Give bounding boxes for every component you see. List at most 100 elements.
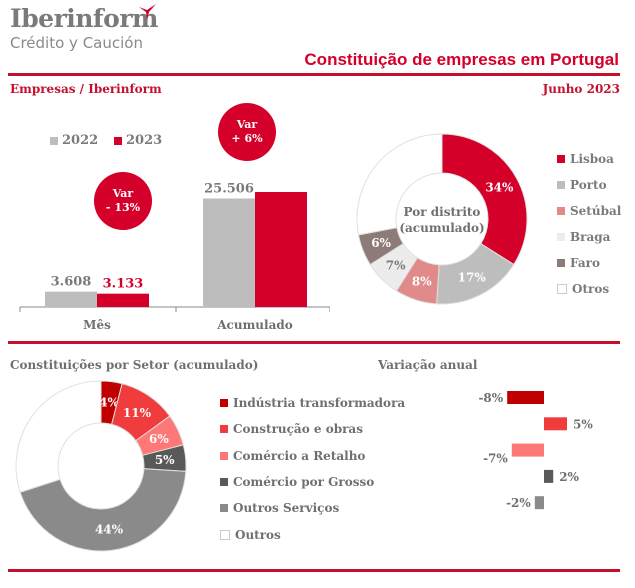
slice-label: 6%	[149, 432, 169, 446]
legend-item: Outros	[220, 521, 405, 547]
variation-value: + 6%	[231, 132, 263, 145]
page-title: Constituição de empresas em Portugal	[304, 50, 619, 69]
legend-swatch	[220, 529, 230, 540]
legend-swatch	[114, 136, 122, 145]
legend-label: Outros	[235, 527, 281, 542]
donut-center-label: Por distrito	[404, 205, 481, 219]
bar-data-label: 3.133	[103, 277, 144, 292]
legend-label: Braga	[570, 230, 611, 244]
bar-2023-1	[255, 192, 307, 307]
slice-lisboa	[441, 133, 528, 266]
legend-district: Lisboa Porto Setúbal Braga Faro Otros	[557, 146, 621, 302]
variation-value: - 13%	[105, 201, 141, 214]
slice-label: 11%	[123, 406, 152, 420]
slice-outros-serviços	[19, 468, 187, 552]
variation-bar	[507, 391, 544, 404]
sector-section-title: Constituições por Setor (acumulado)	[10, 358, 259, 372]
legend-swatch	[557, 155, 565, 163]
variation-label: Var	[112, 187, 134, 200]
legend-swatch	[557, 207, 565, 215]
slice-label: 8%	[412, 274, 432, 288]
legend-swatch	[220, 399, 228, 408]
variation-label: -8%	[478, 391, 503, 405]
slice-label: 34%	[485, 180, 514, 194]
variation-label: Var	[236, 118, 258, 131]
legend-item: Lisboa	[557, 146, 621, 172]
legend-swatch	[50, 136, 58, 145]
legend-swatch	[220, 504, 228, 513]
slice-outros	[15, 380, 102, 493]
donut-chart-district: 34% 17% 8% 7% 6% Por distrito (acumulado)	[356, 133, 528, 305]
legend-swatch	[557, 233, 565, 241]
source-label: Empresas / Iberinform	[10, 82, 162, 96]
bar-2023-0	[97, 293, 149, 307]
section-divider	[8, 341, 620, 344]
legend-swatch	[220, 451, 228, 460]
legend-label: Setúbal	[570, 204, 622, 218]
legend-label: 2022	[62, 133, 99, 148]
legend-label: Indústria transformadora	[233, 396, 406, 411]
legend-item: Porto	[557, 172, 621, 198]
legend-item: Comércio a Retalho	[220, 443, 405, 469]
legend-item: Braga	[557, 224, 621, 250]
variation-bubble-accumulated: Var + 6%	[218, 103, 276, 161]
variation-label: -7%	[483, 452, 508, 466]
x-tick-label: Mês	[83, 318, 111, 332]
legend-swatch	[220, 425, 228, 434]
brand-logo-mark-icon	[139, 4, 156, 20]
slice-label: 7%	[386, 258, 406, 272]
x-tick-label: Acumulado	[216, 318, 293, 332]
variation-bar	[511, 443, 544, 457]
legend-label: 2023	[126, 133, 163, 148]
brand-logo-text: Iberinform	[10, 4, 158, 33]
variation-bar	[544, 417, 567, 431]
legend-item: Outros Serviços	[220, 495, 405, 521]
legend-swatch	[557, 259, 565, 267]
legend-item: Otros	[557, 276, 621, 302]
variation-bubble-month: Var - 13%	[94, 172, 152, 230]
legend-item-2023: 2023	[114, 133, 162, 148]
legend-item: Construção e obras	[220, 416, 405, 442]
legend-sector: Indústria transformadora Construção e obr…	[220, 390, 405, 548]
slice-label: 44%	[95, 522, 124, 536]
slice-label: 6%	[371, 236, 391, 250]
legend-item: Indústria transformadora	[220, 390, 405, 416]
legend-label: Faro	[570, 256, 600, 270]
legend-item: Comércio por Grosso	[220, 469, 405, 495]
brand-tagline: Crédito y Caución	[10, 34, 143, 52]
donut-chart-sector: 4% 11% 6% 5% 44%	[15, 380, 187, 552]
legend-swatch	[557, 284, 567, 294]
legend-label: Porto	[570, 178, 607, 192]
donut-center-label: (acumulado)	[399, 221, 484, 235]
slice-label: 17%	[458, 270, 487, 284]
legend-swatch	[220, 478, 228, 487]
legend-label: Lisboa	[570, 152, 614, 166]
bar-data-label: 25.506	[204, 182, 254, 197]
variation-bar	[544, 469, 554, 483]
legend-item: Setúbal	[557, 198, 621, 224]
legend-label: Comércio a Retalho	[233, 448, 366, 463]
slice-label: 5%	[155, 453, 175, 467]
variation-label: 5%	[573, 417, 593, 431]
legend-label: Comércio por Grosso	[233, 475, 375, 490]
legend-item: Faro	[557, 250, 621, 276]
variation-section-title: Variação anual	[378, 358, 478, 372]
legend-label: Outros Serviços	[233, 501, 340, 516]
period-label: Junho 2023	[542, 82, 620, 96]
footer-divider	[8, 569, 620, 572]
legend-item-2022: 2022	[50, 133, 98, 148]
bar-chart-annual-variation: -8% 5% -7% 2% -2%	[478, 391, 593, 510]
bar-chart-constitutions: 3.608 3.133 Mês 25.506 Acumulado	[19, 182, 330, 332]
legend-swatch	[557, 181, 565, 189]
header-divider	[8, 73, 620, 76]
variation-label: 2%	[559, 470, 579, 484]
slice-label: 4%	[99, 396, 119, 410]
legend-label: Otros	[572, 282, 610, 296]
bar-2022-0	[45, 291, 97, 307]
bar-data-label: 3.608	[51, 275, 92, 290]
slice-otros	[356, 133, 443, 236]
variation-label: -2%	[506, 496, 531, 510]
legend-label: Construção e obras	[233, 422, 363, 437]
bar-2022-1	[203, 198, 255, 307]
variation-bar	[534, 496, 544, 510]
